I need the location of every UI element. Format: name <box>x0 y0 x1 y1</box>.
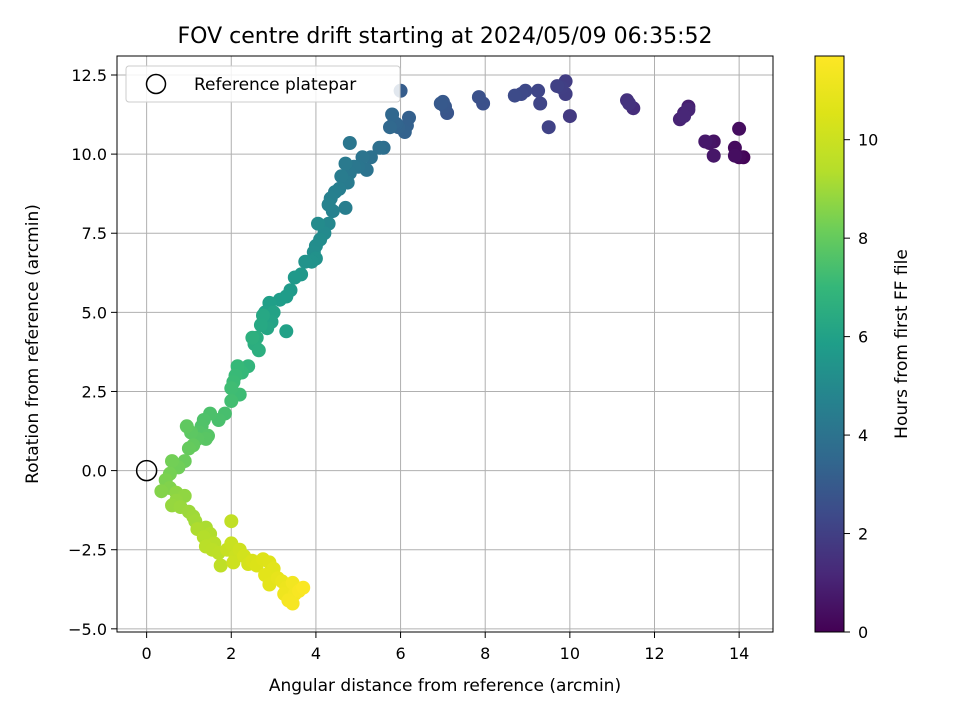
x-tick-label: 0 <box>142 644 152 663</box>
scatter-point <box>179 419 194 434</box>
scatter-point <box>181 441 196 456</box>
x-tick-label: 8 <box>480 644 490 663</box>
y-tick-label: 10.0 <box>71 145 107 164</box>
scatter-point <box>251 343 266 358</box>
scatter-point <box>298 254 313 269</box>
axis-ticks: 0 2 4 6 8 10 12 14 −5.0 −2.5 0.0 2.5 5.0 7.5 10.0 12.5 <box>68 66 749 663</box>
x-tick-label: 6 <box>395 644 405 663</box>
scatter-point <box>531 83 546 98</box>
y-tick-label: −2.5 <box>68 541 107 560</box>
scatter-point <box>245 330 260 345</box>
scatter-point <box>541 120 556 135</box>
scatter-point <box>287 270 302 285</box>
y-tick-label: −5.0 <box>68 620 107 639</box>
scatter-point <box>550 79 565 94</box>
scatter-point <box>321 197 336 212</box>
colorbar-label: Hours from first FF file <box>892 249 912 439</box>
scatter-point <box>372 140 387 155</box>
y-tick-label: 5.0 <box>82 303 107 322</box>
colorbar-tick-label: 10 <box>858 131 878 150</box>
y-axis-label: Rotation from reference (arcmin) <box>23 204 43 484</box>
x-tick-label: 12 <box>644 644 664 663</box>
scatter-point <box>433 96 448 111</box>
scatter-point <box>253 318 268 332</box>
scatter-point <box>285 596 300 611</box>
legend-label: Reference platepar <box>194 75 356 95</box>
data-points <box>135 74 751 611</box>
colorbar-ticks: 0 2 4 6 8 10 <box>844 131 878 642</box>
x-tick-label: 14 <box>729 644 749 663</box>
scatter-point <box>342 136 357 150</box>
scatter-point <box>471 90 486 105</box>
scatter-point <box>224 381 239 396</box>
colorbar-tick-label: 4 <box>858 426 868 445</box>
x-tick-label: 4 <box>311 644 321 663</box>
scatter-point <box>154 484 169 499</box>
scatter-point <box>727 148 742 163</box>
scatter-point <box>533 96 548 111</box>
scatter-point <box>338 156 353 171</box>
scatter-point <box>311 216 325 231</box>
scatter-point <box>213 558 228 573</box>
colorbar-tick-label: 0 <box>858 623 868 642</box>
scatter-point <box>385 107 400 122</box>
scatter-point <box>226 555 241 570</box>
scatter-point <box>224 394 239 408</box>
legend-box <box>125 65 401 103</box>
scatter-point <box>562 109 577 124</box>
scatter-point <box>622 96 637 111</box>
scatter-point <box>338 200 353 215</box>
scatter-point <box>383 120 397 135</box>
y-tick-label: 7.5 <box>82 224 107 243</box>
colorbar-tick-label: 2 <box>858 525 868 544</box>
colorbar: 0 2 4 6 8 10 Hours from first FF file <box>814 55 912 642</box>
colorbar-tick-label: 8 <box>858 229 868 248</box>
x-tick-label: 10 <box>560 644 580 663</box>
scatter-point <box>334 169 349 184</box>
legend: Reference platepar <box>125 65 401 103</box>
scatter-point <box>706 148 721 163</box>
scatter-point <box>279 324 294 339</box>
scatter-point <box>224 514 239 529</box>
x-axis-label: Angular distance from reference (arcmin) <box>269 676 621 696</box>
scatter-point <box>677 109 692 124</box>
scatter-point <box>507 88 522 103</box>
plot-frame <box>116 55 774 633</box>
reference-platepar-marker <box>135 459 158 482</box>
chart-title: FOV centre drift starting at 2024/05/09 … <box>178 24 713 49</box>
scatter-point <box>732 121 747 136</box>
scatter-point <box>272 292 287 307</box>
scatter-point <box>165 454 179 469</box>
colorbar-tick-label: 6 <box>858 328 868 347</box>
y-tick-label: 2.5 <box>82 382 107 401</box>
scatter-point <box>698 134 713 149</box>
legend-marker-icon <box>145 73 167 95</box>
scatter-point <box>296 580 311 595</box>
x-tick-label: 2 <box>226 644 236 663</box>
y-tick-label: 12.5 <box>71 66 107 85</box>
colorbar-gradient <box>814 55 845 633</box>
y-tick-label: 0.0 <box>82 462 107 481</box>
